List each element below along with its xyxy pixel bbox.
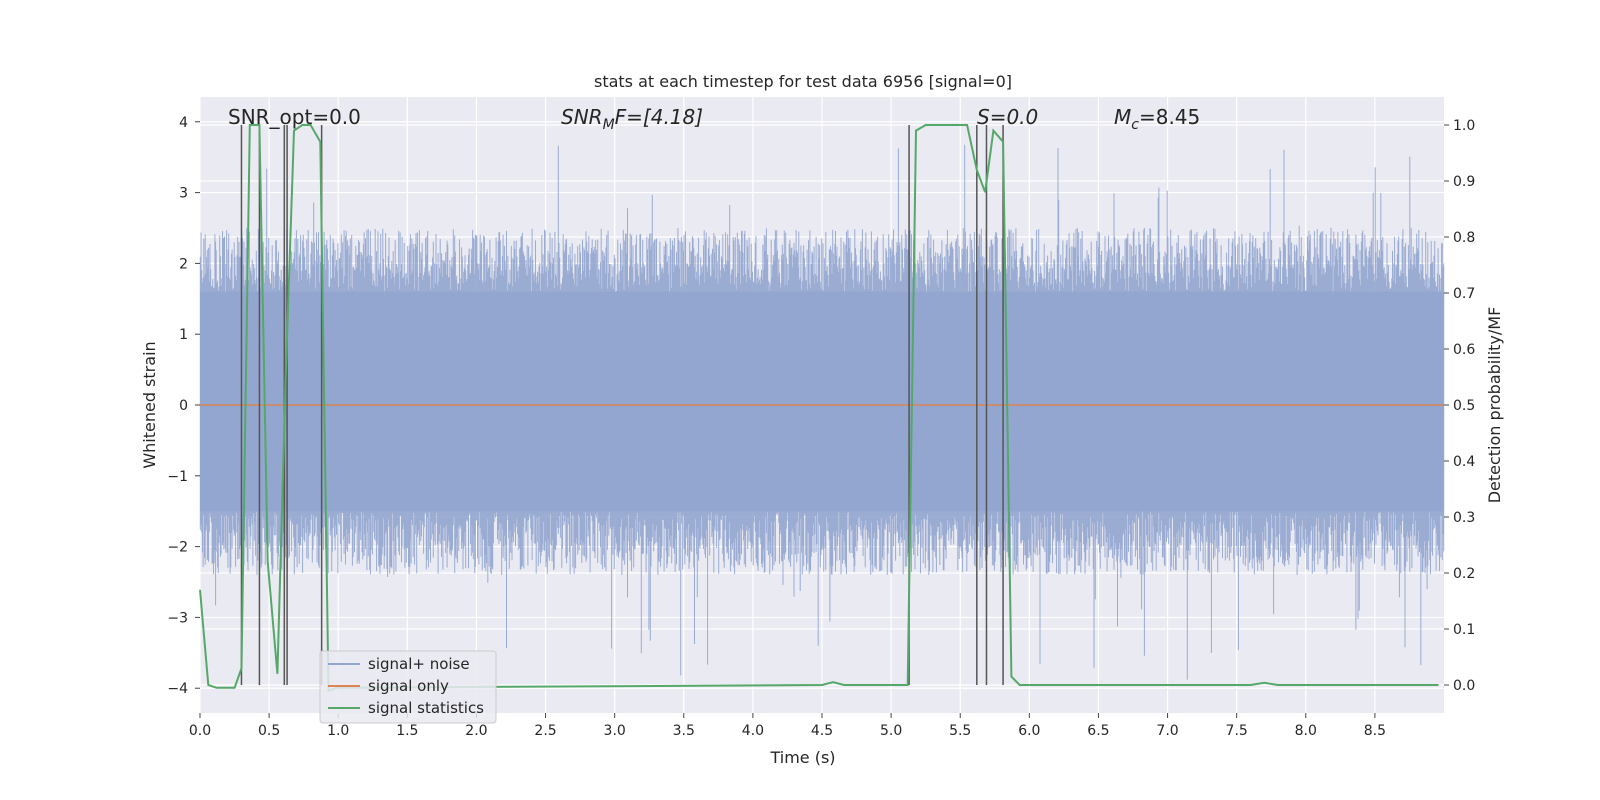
signal-statistics-path [199,124,1439,692]
annotation-s: S=0.0 [977,105,1038,129]
x-tick-label: 1.0 [327,723,349,739]
x-tick-label: 7.5 [1226,723,1248,739]
y-tick-label: −3 [167,610,188,626]
y2-tick-label: 0.8 [1453,230,1475,246]
y2-tick-label: 0.1 [1453,622,1475,638]
y-axis-label: Whitened strain [140,341,159,468]
y2-tick-label: 0.2 [1453,566,1475,582]
chart-title: stats at each timestep for test data 695… [594,72,1012,91]
y-tick-label: −4 [167,681,188,697]
y-tick-label: 1 [179,327,188,343]
y-axis-ticks: 4 3 2 1 0 −1 −2 −3 −4 [167,115,200,697]
y2-tick-label: 0.7 [1453,286,1475,302]
legend-label-statistics: signal statistics [368,699,484,717]
noise-core [200,291,1444,512]
x-tick-label: 0.0 [189,723,211,739]
x-tick-label: 6.5 [1087,723,1109,739]
y2-tick-label: 1.0 [1453,118,1475,134]
x-axis-ticks: 0.0 0.5 1.0 1.5 2.0 2.5 3.0 3.5 4.0 4.5 5.0 5.5 6.0 6… [189,713,1386,739]
annotation-snr-opt: SNR_opt=0.0 [228,105,361,129]
x-tick-label: 1.5 [396,723,418,739]
x-axis-label: Time (s) [769,748,835,767]
signal-statistics-line [199,124,1439,692]
x-tick-label: 3.0 [604,723,626,739]
y2-tick-label: 0.4 [1453,454,1475,470]
x-tick-label: 5.5 [949,723,971,739]
x-tick-label: 4.5 [811,723,833,739]
x-tick-label: 2.5 [534,723,556,739]
y-tick-label: 3 [179,186,188,202]
x-tick-label: 2.0 [465,723,487,739]
x-tick-label: 0.5 [258,723,280,739]
y2-axis-label: Detection probability/MF [1485,307,1504,504]
legend: signal+ noise signal only signal statist… [319,650,497,724]
y-tick-label: 4 [179,115,188,131]
x-tick-label: 6.0 [1018,723,1040,739]
x-tick-label: 7.0 [1156,723,1178,739]
y2-tick-label: 0.3 [1453,510,1475,526]
legend-label-signal-only: signal only [368,677,449,695]
y-tick-label: 0 [179,398,188,414]
y-tick-label: −1 [167,469,188,485]
x-tick-label: 4.0 [742,723,764,739]
x-tick-label: 8.5 [1364,723,1386,739]
y2-tick-label: 0.6 [1453,342,1475,358]
y2-tick-label: 0.5 [1453,398,1475,414]
y-tick-label: −2 [167,540,188,556]
legend-label-noise: signal+ noise [368,655,470,673]
y2-tick-label: 0.9 [1453,174,1475,190]
x-tick-label: 3.5 [673,723,695,739]
y2-tick-label: 0.0 [1453,678,1475,694]
annotation-mc: Mc=8.45 [1114,105,1200,133]
y-tick-label: 2 [179,256,188,272]
y2-axis-ticks: 1.0 0.9 0.8 0.7 0.6 0.5 0.4 0.3 0.2 0.1 0.0 [1444,118,1475,694]
x-tick-label: 5.0 [880,723,902,739]
signal-noise-band [199,144,1445,680]
x-tick-label: 8.0 [1295,723,1317,739]
annotation-snr-mf: SNRMF=[4.18] [561,105,703,133]
